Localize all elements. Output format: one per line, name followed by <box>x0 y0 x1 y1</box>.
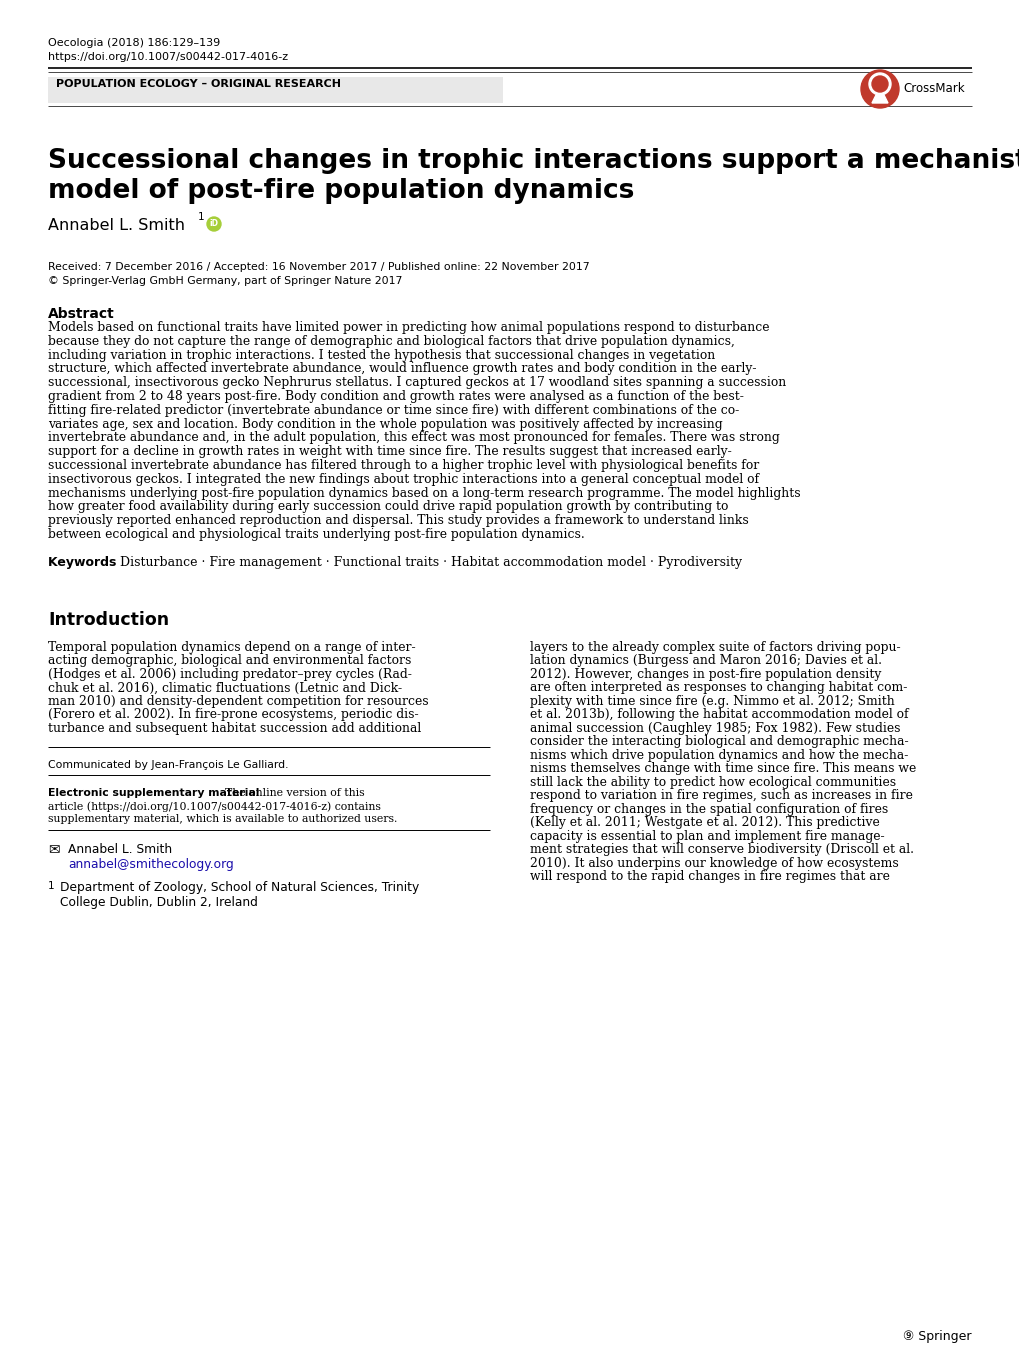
Text: et al. 2013b), following the habitat accommodation model of: et al. 2013b), following the habitat acc… <box>530 709 908 721</box>
Text: Oecologia (2018) 186:129–139: Oecologia (2018) 186:129–139 <box>48 38 220 47</box>
Text: ✉: ✉ <box>48 843 59 858</box>
Text: supplementary material, which is available to authorized users.: supplementary material, which is availab… <box>48 814 397 824</box>
Text: Introduction: Introduction <box>48 611 169 629</box>
Text: between ecological and physiological traits underlying post-fire population dyna: between ecological and physiological tra… <box>48 528 584 541</box>
Text: article (https://doi.org/10.1007/s00442-017-4016-z) contains: article (https://doi.org/10.1007/s00442-… <box>48 801 380 812</box>
Text: (Hodges et al. 2006) including predator–prey cycles (Rad-: (Hodges et al. 2006) including predator–… <box>48 668 412 680</box>
Text: Received: 7 December 2016 / Accepted: 16 November 2017 / Published online: 22 No: Received: 7 December 2016 / Accepted: 16… <box>48 262 589 272</box>
Text: College Dublin, Dublin 2, Ireland: College Dublin, Dublin 2, Ireland <box>60 896 258 909</box>
Text: CrossMark: CrossMark <box>902 83 964 95</box>
Text: nisms which drive population dynamics and how the mecha-: nisms which drive population dynamics an… <box>530 749 908 762</box>
Text: (Kelly et al. 2011; Westgate et al. 2012). This predictive: (Kelly et al. 2011; Westgate et al. 2012… <box>530 816 878 829</box>
Text: chuk et al. 2016), climatic fluctuations (Letnic and Dick-: chuk et al. 2016), climatic fluctuations… <box>48 682 401 694</box>
Text: because they do not capture the range of demographic and biological factors that: because they do not capture the range of… <box>48 335 734 348</box>
Text: ment strategies that will conserve biodiversity (Driscoll et al.: ment strategies that will conserve biodi… <box>530 843 913 856</box>
Text: nisms themselves change with time since fire. This means we: nisms themselves change with time since … <box>530 763 915 775</box>
Text: Communicated by Jean-François Le Galliard.: Communicated by Jean-François Le Galliar… <box>48 760 288 770</box>
Text: 2010). It also underpins our knowledge of how ecosystems: 2010). It also underpins our knowledge o… <box>530 856 898 870</box>
Text: capacity is essential to plan and implement fire manage-: capacity is essential to plan and implem… <box>530 829 883 843</box>
Text: support for a decline in growth rates in weight with time since fire. The result: support for a decline in growth rates in… <box>48 446 731 458</box>
Text: how greater food availability during early succession could drive rapid populati: how greater food availability during ear… <box>48 500 728 514</box>
Text: 1: 1 <box>48 881 55 892</box>
Text: acting demographic, biological and environmental factors: acting demographic, biological and envir… <box>48 654 411 667</box>
Text: ⑨ Springer: ⑨ Springer <box>903 1331 971 1343</box>
Text: gradient from 2 to 48 years post-fire. Body condition and growth rates were anal: gradient from 2 to 48 years post-fire. B… <box>48 390 743 402</box>
Text: Annabel L. Smith: Annabel L. Smith <box>68 843 172 856</box>
Text: Annabel L. Smith: Annabel L. Smith <box>48 218 184 233</box>
Polygon shape <box>871 87 888 103</box>
Text: respond to variation in fire regimes, such as increases in fire: respond to variation in fire regimes, su… <box>530 790 912 802</box>
Text: lation dynamics (Burgess and Maron 2016; Davies et al.: lation dynamics (Burgess and Maron 2016;… <box>530 654 881 667</box>
Text: consider the interacting biological and demographic mecha-: consider the interacting biological and … <box>530 736 908 748</box>
Text: frequency or changes in the spatial configuration of fires: frequency or changes in the spatial conf… <box>530 802 888 816</box>
Text: Abstract: Abstract <box>48 308 115 321</box>
Text: plexity with time since fire (e.g. Nimmo et al. 2012; Smith: plexity with time since fire (e.g. Nimmo… <box>530 695 894 707</box>
Text: mechanisms underlying post-fire population dynamics based on a long-term researc: mechanisms underlying post-fire populati… <box>48 486 800 500</box>
Text: The online version of this: The online version of this <box>218 789 364 798</box>
Circle shape <box>860 70 898 108</box>
Text: annabel@smithecology.org: annabel@smithecology.org <box>68 858 233 871</box>
Text: including variation in trophic interactions. I tested the hypothesis that succes: including variation in trophic interacti… <box>48 348 714 362</box>
Text: variates age, sex and location. Body condition in the whole population was posit: variates age, sex and location. Body con… <box>48 417 721 431</box>
Circle shape <box>871 76 888 92</box>
Text: Electronic supplementary material: Electronic supplementary material <box>48 789 259 798</box>
Text: animal succession (Caughley 1985; Fox 1982). Few studies: animal succession (Caughley 1985; Fox 19… <box>530 722 900 734</box>
Text: Models based on functional traits have limited power in predicting how animal po: Models based on functional traits have l… <box>48 321 768 333</box>
Text: are often interpreted as responses to changing habitat com-: are often interpreted as responses to ch… <box>530 682 907 694</box>
Text: Successional changes in trophic interactions support a mechanistic: Successional changes in trophic interact… <box>48 148 1019 173</box>
Text: successional invertebrate abundance has filtered through to a higher trophic lev: successional invertebrate abundance has … <box>48 459 758 472</box>
Circle shape <box>207 217 221 230</box>
Text: model of post-fire population dynamics: model of post-fire population dynamics <box>48 178 634 205</box>
Text: insectivorous geckos. I integrated the new findings about trophic interactions i: insectivorous geckos. I integrated the n… <box>48 473 758 486</box>
FancyBboxPatch shape <box>48 77 502 103</box>
Text: layers to the already complex suite of factors driving popu-: layers to the already complex suite of f… <box>530 641 900 654</box>
Text: https://doi.org/10.1007/s00442-017-4016-z: https://doi.org/10.1007/s00442-017-4016-… <box>48 51 287 62</box>
Text: still lack the ability to predict how ecological communities: still lack the ability to predict how ec… <box>530 776 896 789</box>
Text: Department of Zoology, School of Natural Sciences, Trinity: Department of Zoology, School of Natural… <box>60 881 419 894</box>
Text: 2012). However, changes in post-fire population density: 2012). However, changes in post-fire pop… <box>530 668 880 680</box>
Text: man 2010) and density-dependent competition for resources: man 2010) and density-dependent competit… <box>48 695 428 707</box>
Text: turbance and subsequent habitat succession add additional: turbance and subsequent habitat successi… <box>48 722 421 734</box>
Text: structure, which affected invertebrate abundance, would influence growth rates a: structure, which affected invertebrate a… <box>48 362 756 375</box>
Text: © Springer-Verlag GmbH Germany, part of Springer Nature 2017: © Springer-Verlag GmbH Germany, part of … <box>48 276 401 286</box>
Text: Temporal population dynamics depend on a range of inter-: Temporal population dynamics depend on a… <box>48 641 415 654</box>
Text: POPULATION ECOLOGY – ORIGINAL RESEARCH: POPULATION ECOLOGY – ORIGINAL RESEARCH <box>56 79 340 89</box>
Text: fitting fire-related predictor (invertebrate abundance or time since fire) with : fitting fire-related predictor (inverteb… <box>48 404 739 417</box>
Text: successional, insectivorous gecko Nephrurus stellatus. I captured geckos at 17 w: successional, insectivorous gecko Nephru… <box>48 377 786 389</box>
Text: will respond to the rapid changes in fire regimes that are: will respond to the rapid changes in fir… <box>530 870 889 883</box>
Text: (Forero et al. 2002). In fire-prone ecosystems, periodic dis-: (Forero et al. 2002). In fire-prone ecos… <box>48 709 418 721</box>
Text: Keywords: Keywords <box>48 556 125 569</box>
Text: previously reported enhanced reproduction and dispersal. This study provides a f: previously reported enhanced reproductio… <box>48 514 748 527</box>
Circle shape <box>868 73 891 95</box>
Text: iD: iD <box>209 220 218 229</box>
Text: Disturbance · Fire management · Functional traits · Habitat accommodation model : Disturbance · Fire management · Function… <box>120 556 742 569</box>
Text: 1: 1 <box>198 211 205 222</box>
Text: invertebrate abundance and, in the adult population, this effect was most pronou: invertebrate abundance and, in the adult… <box>48 431 779 444</box>
